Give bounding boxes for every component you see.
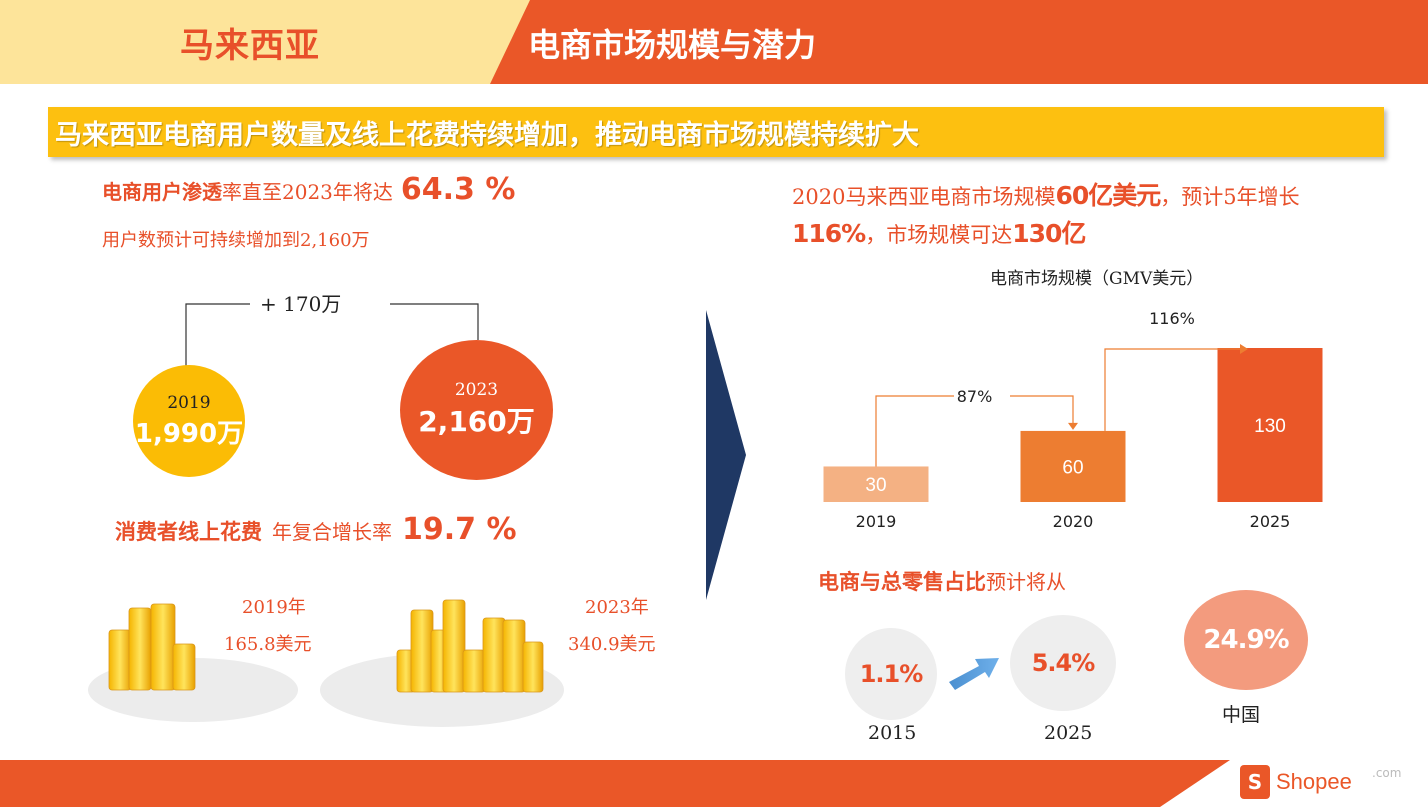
logo-text: Shopee xyxy=(1276,769,1352,794)
bar-2019 xyxy=(823,466,929,502)
penetration-strong: 电商用户渗透 xyxy=(102,180,222,204)
headline-banner xyxy=(48,107,1384,157)
coins-illustration xyxy=(88,599,564,727)
share-2015-year: 2015 xyxy=(868,722,917,744)
bar-value-2019: 30 xyxy=(865,475,886,496)
header-left-band xyxy=(0,0,540,84)
market-plain-3: ，市场规模可达 xyxy=(865,223,1013,247)
penetration-value: 64.3 % xyxy=(400,172,516,207)
growth-label-2019-2020: 87% xyxy=(957,387,993,406)
spending-2023-amount: 340.9美元 xyxy=(568,634,656,655)
bar-value-2020: 60 xyxy=(1062,457,1083,478)
bar-2020 xyxy=(1020,430,1126,502)
share-2025-value: 5.4% xyxy=(1031,649,1096,677)
country-title: 马来西亚 xyxy=(180,26,320,66)
users-2023-circle: 2023 2,160万 xyxy=(400,340,553,480)
penetration-plain: 率直至2023年将达 xyxy=(222,180,393,204)
market-line-2: 116%，市场规模可达130亿 xyxy=(792,214,1086,250)
share-china-label: 中国 xyxy=(1222,704,1261,726)
bar-2025 xyxy=(1217,348,1323,502)
share-2015-circle: 1.1% xyxy=(845,628,937,720)
users-2019-year: 2019 xyxy=(167,392,211,413)
x-tick-2019: 2019 xyxy=(856,512,897,531)
header-right-band xyxy=(490,0,1428,84)
spending-2019-year: 2019年 xyxy=(242,597,306,618)
users-2023-value: 2,160万 xyxy=(418,405,535,438)
spending-2023-year: 2023年 xyxy=(585,597,649,618)
bar-value-2025: 130 xyxy=(1254,416,1286,437)
growth-arrowhead-2020-2025 xyxy=(1240,344,1248,354)
share-2015-value: 1.1% xyxy=(859,660,924,688)
market-plain-1: 2020马来西亚电商市场规模 xyxy=(792,185,1056,209)
share-strong: 电商与总零售占比 xyxy=(818,570,986,594)
users-forecast-line: 用户数预计可持续增加到2,160万 xyxy=(102,230,370,251)
users-2019-value: 1,990万 xyxy=(134,418,244,449)
share-plain: 预计将从 xyxy=(986,570,1066,594)
growth-line-2020-2025 xyxy=(1104,348,1242,431)
penetration-line: 电商用户渗透率直至2023年将达 64.3 % xyxy=(102,172,515,207)
logo-com: .com xyxy=(1372,766,1402,780)
spending-2019-amount: 165.8美元 xyxy=(224,634,312,655)
users-2019-circle: 2019 1,990万 xyxy=(133,365,245,477)
shopping-bag-icon: S xyxy=(1240,765,1270,799)
users-increase-label: + 170万 xyxy=(260,292,342,316)
market-bold-1: 60亿美元 xyxy=(1055,181,1161,210)
chevron-right-icon xyxy=(706,310,746,600)
spending-line: 消费者线上花费 年复合增长率 19.7 % xyxy=(115,512,517,547)
growth-label-2020-2025: 116% xyxy=(1149,309,1195,328)
x-tick-2025: 2025 xyxy=(1250,512,1291,531)
market-bold-3: 130亿 xyxy=(1012,219,1086,248)
growth-arrowhead-2019-2020 xyxy=(1068,422,1078,430)
spending-plain: 年复合增长率 xyxy=(272,520,392,544)
x-tick-2020: 2020 xyxy=(1053,512,1094,531)
users-2023-year: 2023 xyxy=(454,380,499,400)
headline-text: 马来西亚电商用户数量及线上花费持续增加，推动电商市场规模持续扩大 xyxy=(55,120,919,151)
shopee-logo: S Shopee xyxy=(1240,762,1365,802)
market-bold-2: 116% xyxy=(792,219,866,248)
share-china-value: 24.9% xyxy=(1203,625,1289,655)
spending-strong: 消费者线上花费 xyxy=(115,520,262,544)
share-2025-year: 2025 xyxy=(1044,722,1093,744)
arrow-right-icon xyxy=(949,658,999,690)
market-plain-2: ，预计5年增长 xyxy=(1160,185,1300,209)
share-line: 电商与总零售占比预计将从 xyxy=(818,566,1066,596)
page-title: 电商市场规模与潜力 xyxy=(528,26,817,64)
chart-title: 电商市场规模（GMV美元） xyxy=(990,269,1204,289)
share-2025-circle: 5.4% xyxy=(1010,615,1116,711)
share-china-circle: 24.9% xyxy=(1184,590,1308,690)
spending-value: 19.7 % xyxy=(402,512,517,547)
growth-label-bg-1 xyxy=(954,382,1010,406)
market-bar-chart: 30 2019 60 2020 130 2025 87% 116% xyxy=(823,309,1323,531)
market-line-1: 2020马来西亚电商市场规模60亿美元，预计5年增长 xyxy=(792,176,1300,212)
